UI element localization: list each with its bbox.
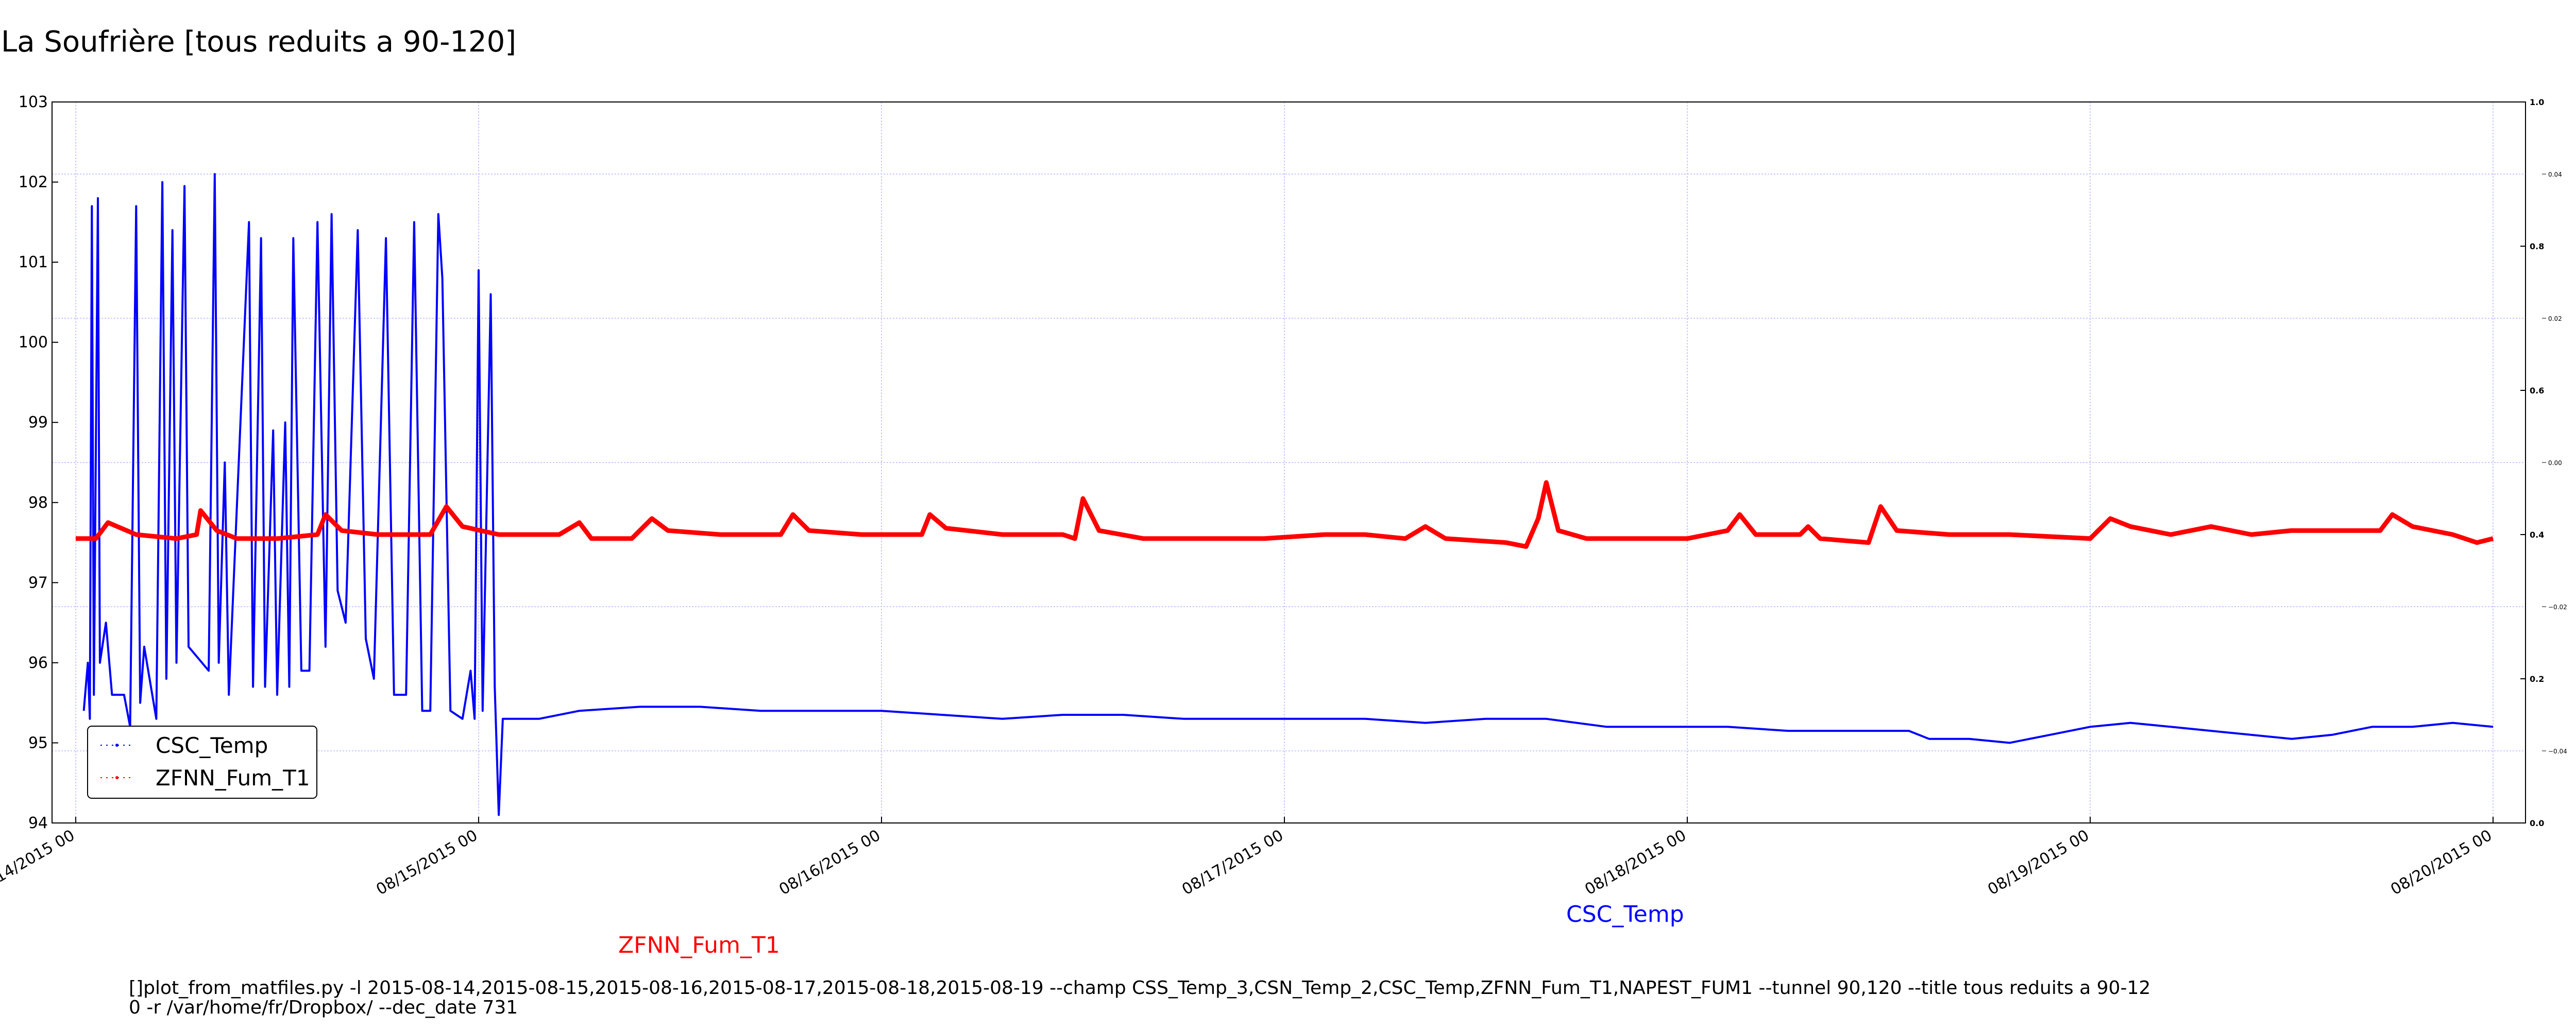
- x-tick-label: 08/18/2015 00: [1582, 827, 1689, 899]
- x-tick-label: 08/17/2015 00: [1179, 827, 1286, 899]
- y2-tick-label: 1.0: [2530, 97, 2544, 107]
- legend-label-zfnn: ZFNN_Fum_T1: [156, 765, 310, 791]
- y-tick-label: 102: [19, 174, 48, 192]
- series-label-blue: CSC_Temp: [1566, 901, 1684, 928]
- y2-minor-tick-label: −0.02: [2548, 604, 2567, 611]
- y-tick-label: 100: [19, 334, 48, 352]
- y2-tick-label: 0.2: [2530, 674, 2544, 684]
- y2-minor-tick-label: 0.00: [2548, 459, 2562, 467]
- y-tick-label: 101: [19, 253, 48, 271]
- y-tick-label: 96: [28, 654, 48, 672]
- y-tick-label: 98: [28, 494, 48, 512]
- series-label-red: ZFNN_Fum_T1: [618, 932, 780, 958]
- y2-tick-label: 0.4: [2530, 530, 2544, 540]
- axes: 08/14/2015 00 08/15/2015 00 08/16/2015 00 0…: [0, 93, 2567, 899]
- legend-box: [87, 726, 317, 799]
- series-line-zfnn-fum-t1: [76, 480, 2494, 549]
- plot-frame: [52, 101, 2526, 823]
- legend-marker-csc: [115, 744, 118, 747]
- command-line-1: []plot_from_matfiles.py -l 2015-08-14,20…: [129, 977, 2150, 999]
- series-line-csc-temp: [82, 173, 2494, 816]
- y2-minor-tick-label: −0.04: [2548, 748, 2567, 755]
- y2-tick-label: 0.0: [2530, 818, 2544, 828]
- legend-label-csc: CSC_Temp: [156, 733, 268, 758]
- x-tick-label: 08/14/2015 00: [0, 827, 78, 899]
- y-tick-label: 95: [28, 734, 48, 752]
- y2-minor-tick-label: 0.04: [2548, 171, 2562, 178]
- x-tick-label: 08/15/2015 00: [373, 827, 481, 899]
- x-tick-label: 08/16/2015 00: [776, 827, 884, 899]
- y2-tick-label: 0.8: [2530, 242, 2544, 251]
- grid-lines: [52, 102, 2526, 823]
- chart-title: La Soufrière [tous reduits a 90-120]: [1, 25, 516, 59]
- y-tick-label: 99: [28, 414, 48, 432]
- command-line-2: 0 -r /var/home/fr/Dropbox/ --dec_date 73…: [129, 997, 518, 1018]
- legend: CSC_Temp ZFNN_Fum_T1: [87, 726, 317, 799]
- y2-tick-label: 0.6: [2530, 386, 2544, 396]
- y-tick-label: 103: [19, 93, 48, 111]
- legend-marker-zfnn: [115, 776, 118, 779]
- series-layer: [76, 173, 2494, 816]
- y-tick-label: 94: [28, 814, 48, 832]
- x-tick-label: 08/20/2015 00: [2387, 827, 2495, 899]
- y2-minor-tick-label: 0.02: [2548, 315, 2562, 322]
- y-tick-label: 97: [28, 574, 48, 592]
- x-tick-label: 08/19/2015 00: [1985, 827, 2092, 899]
